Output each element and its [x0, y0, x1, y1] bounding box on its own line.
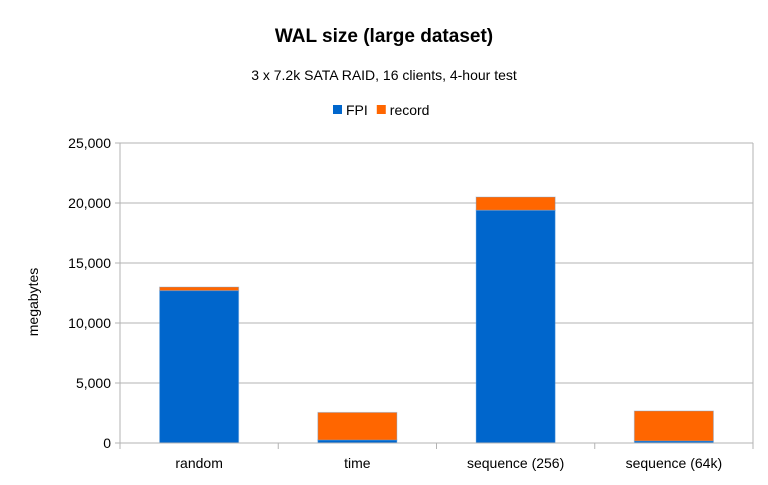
y-tick-label: 5,000	[76, 375, 111, 391]
legend-label: record	[390, 102, 430, 118]
bar-record	[159, 286, 240, 292]
bar-record	[317, 411, 398, 441]
bar-record	[633, 410, 714, 442]
legend-swatch-record	[376, 105, 386, 114]
y-tick-label: 25,000	[68, 135, 111, 151]
y-tick-label: 20,000	[68, 195, 111, 211]
y-axis-label: megabytes	[25, 268, 41, 336]
y-tick-label: 15,000	[68, 255, 111, 271]
chart-title: WAL size (large dataset)	[275, 26, 493, 47]
legend: FPI record	[333, 102, 429, 118]
chart-subtitle: 3 x 7.2k SATA RAID, 16 clients, 4-hour t…	[251, 67, 517, 83]
x-tick-label: sequence (64k)	[626, 455, 723, 471]
legend-swatch-fpi	[333, 105, 342, 114]
bar-fpi	[475, 209, 556, 444]
x-tick-label: time	[344, 455, 371, 471]
x-tick-label: random	[175, 455, 222, 471]
bar-record	[475, 196, 556, 211]
x-tick-label: sequence (256)	[467, 455, 564, 471]
y-tick-label: 10,000	[68, 315, 111, 331]
legend-label: FPI	[346, 102, 368, 118]
y-tick-label: 0	[103, 435, 111, 451]
bar-fpi	[159, 290, 240, 444]
